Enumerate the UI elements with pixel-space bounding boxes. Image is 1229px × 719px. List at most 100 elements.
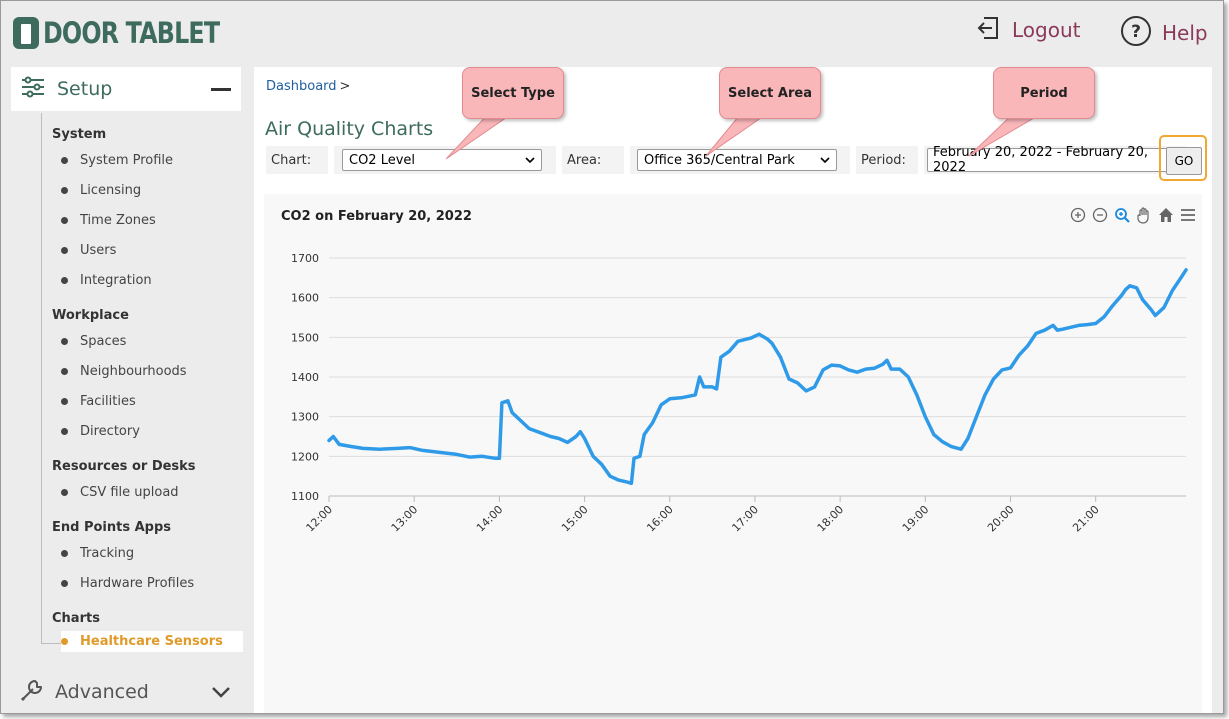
pan-hand-icon[interactable] xyxy=(1135,206,1153,224)
y-tick-label: 1300 xyxy=(291,411,319,424)
callout-select-area: Select Area xyxy=(719,67,821,119)
bullet xyxy=(61,550,68,557)
chevron-down-icon xyxy=(525,153,535,168)
collapse-icon[interactable] xyxy=(211,88,231,91)
sidebar-item-label: Hardware Profiles xyxy=(80,576,195,591)
page-title: Air Quality Charts xyxy=(265,118,434,140)
sidebar-item-integration[interactable]: Integration xyxy=(61,273,152,288)
sidebar-item-facilities[interactable]: Facilities xyxy=(61,394,136,409)
help-link[interactable]: ? Help xyxy=(1120,15,1208,51)
x-tick-label: 15:00 xyxy=(559,503,591,535)
bullet xyxy=(61,368,68,375)
breadcrumb-dashboard-link[interactable]: Dashboard xyxy=(266,79,337,94)
sidebar-item-label: Integration xyxy=(80,273,152,288)
area-select[interactable]: Office 365/Central Park xyxy=(637,149,837,171)
go-button[interactable]: GO xyxy=(1166,147,1202,175)
period-input[interactable]: February 20, 2022 - February 20, 2022 xyxy=(927,145,1183,175)
area-select-cell: Office 365/Central Park xyxy=(630,146,850,174)
sidebar-item-healthcare-sensors[interactable]: Healthcare Sensors xyxy=(61,631,243,652)
y-tick-label: 1200 xyxy=(291,450,319,463)
sidebar-item-users[interactable]: Users xyxy=(61,243,116,258)
section-workplace: Workplace xyxy=(52,308,129,323)
sidebar-item-tracking[interactable]: Tracking xyxy=(61,546,134,561)
callout-period: Period xyxy=(993,67,1095,119)
setup-menu-header[interactable]: Setup xyxy=(11,67,241,111)
chart-label: Chart: xyxy=(266,146,328,174)
sidebar-item-licensing[interactable]: Licensing xyxy=(61,183,141,198)
bullet xyxy=(61,638,68,645)
section-resources: Resources or Desks xyxy=(52,459,196,474)
y-tick-label: 1500 xyxy=(291,331,319,344)
bullet xyxy=(61,489,68,496)
sidebar-item-system-profile[interactable]: System Profile xyxy=(61,153,173,168)
y-tick-label: 1600 xyxy=(291,292,319,305)
y-tick-label: 1100 xyxy=(291,490,319,503)
sidebar-item-hardware-profiles[interactable]: Hardware Profiles xyxy=(61,576,194,591)
breadcrumb: Dashboard > xyxy=(266,79,350,94)
chart-type-value: CO2 Level xyxy=(349,152,416,168)
zoom-select-icon[interactable] xyxy=(1113,206,1131,224)
sidebar-item-label: Healthcare Sensors xyxy=(80,634,223,649)
section-system: System xyxy=(52,127,107,142)
sliders-icon xyxy=(21,76,45,102)
y-tick-label: 1700 xyxy=(291,252,319,265)
chevron-down-icon[interactable] xyxy=(211,684,231,703)
x-tick-label: 16:00 xyxy=(644,503,676,535)
bullet xyxy=(61,217,68,224)
advanced-label: Advanced xyxy=(55,681,149,703)
help-label: Help xyxy=(1162,21,1208,45)
section-charts: Charts xyxy=(52,611,100,626)
tree-line-branch xyxy=(41,643,61,644)
bullet xyxy=(61,187,68,194)
sidebar-item-label: CSV file upload xyxy=(80,485,179,500)
bullet xyxy=(61,580,68,587)
period-input-cell: February 20, 2022 - February 20, 2022 xyxy=(924,145,1186,175)
tree-line xyxy=(41,113,42,643)
logout-icon xyxy=(976,15,1002,45)
svg-text:?: ? xyxy=(1131,22,1141,42)
sidebar-item-csv-upload[interactable]: CSV file upload xyxy=(61,485,179,500)
section-endpoint-apps: End Points Apps xyxy=(52,520,172,535)
x-tick-label: 14:00 xyxy=(474,503,506,535)
sidebar-item-label: Spaces xyxy=(80,334,127,349)
logout-link[interactable]: Logout xyxy=(976,15,1080,45)
sidebar-item-directory[interactable]: Directory xyxy=(61,424,140,439)
y-tick-label: 1400 xyxy=(291,371,319,384)
sidebar-item-label: Tracking xyxy=(80,546,135,561)
sidebar-item-label: Facilities xyxy=(80,394,136,409)
sidebar-item-label: Directory xyxy=(80,424,140,439)
brand-name: DOOR TABLET xyxy=(43,16,220,50)
callout-select-type: Select Type xyxy=(462,67,564,119)
bullet xyxy=(61,277,68,284)
sidebar-item-label: Users xyxy=(80,243,117,258)
bullet xyxy=(61,157,68,164)
chart-container: CO2 on February 20, 2022 1100 1200 1300 140… xyxy=(264,194,1202,713)
zoom-in-icon[interactable] xyxy=(1069,206,1087,224)
sidebar-item-neighbourhoods[interactable]: Neighbourhoods xyxy=(61,364,187,379)
x-tick-label: 21:00 xyxy=(1070,503,1102,535)
sidebar-item-label: Licensing xyxy=(80,183,142,198)
setup-label: Setup xyxy=(57,78,113,100)
sidebar-item-spaces[interactable]: Spaces xyxy=(61,334,126,349)
brand-logo[interactable]: DOOR TABLET xyxy=(13,16,258,50)
chart-title: CO2 on February 20, 2022 xyxy=(281,209,472,224)
wrench-icon xyxy=(19,677,45,707)
breadcrumb-separator: > xyxy=(339,79,351,94)
co2-line-chart: 1100 1200 1300 1400 1500 1600 1700 12:00 13:00 14… xyxy=(291,252,1188,535)
sidebar-item-label: Neighbourhoods xyxy=(80,364,187,379)
period-label: Period: xyxy=(856,146,918,174)
home-reset-icon[interactable] xyxy=(1157,206,1175,224)
sidebar-item-time-zones[interactable]: Time Zones xyxy=(61,213,156,228)
menu-icon[interactable] xyxy=(1179,206,1197,224)
chart-type-select[interactable]: CO2 Level xyxy=(342,149,542,171)
help-icon: ? xyxy=(1120,15,1152,51)
bullet xyxy=(61,398,68,405)
bullet xyxy=(61,428,68,435)
area-value: Office 365/Central Park xyxy=(644,152,795,168)
x-tick-label: 20:00 xyxy=(985,503,1017,535)
x-tick-label: 17:00 xyxy=(729,503,761,535)
advanced-menu-header[interactable]: Advanced xyxy=(11,671,241,713)
zoom-out-icon[interactable] xyxy=(1091,206,1109,224)
area-label: Area: xyxy=(562,146,624,174)
